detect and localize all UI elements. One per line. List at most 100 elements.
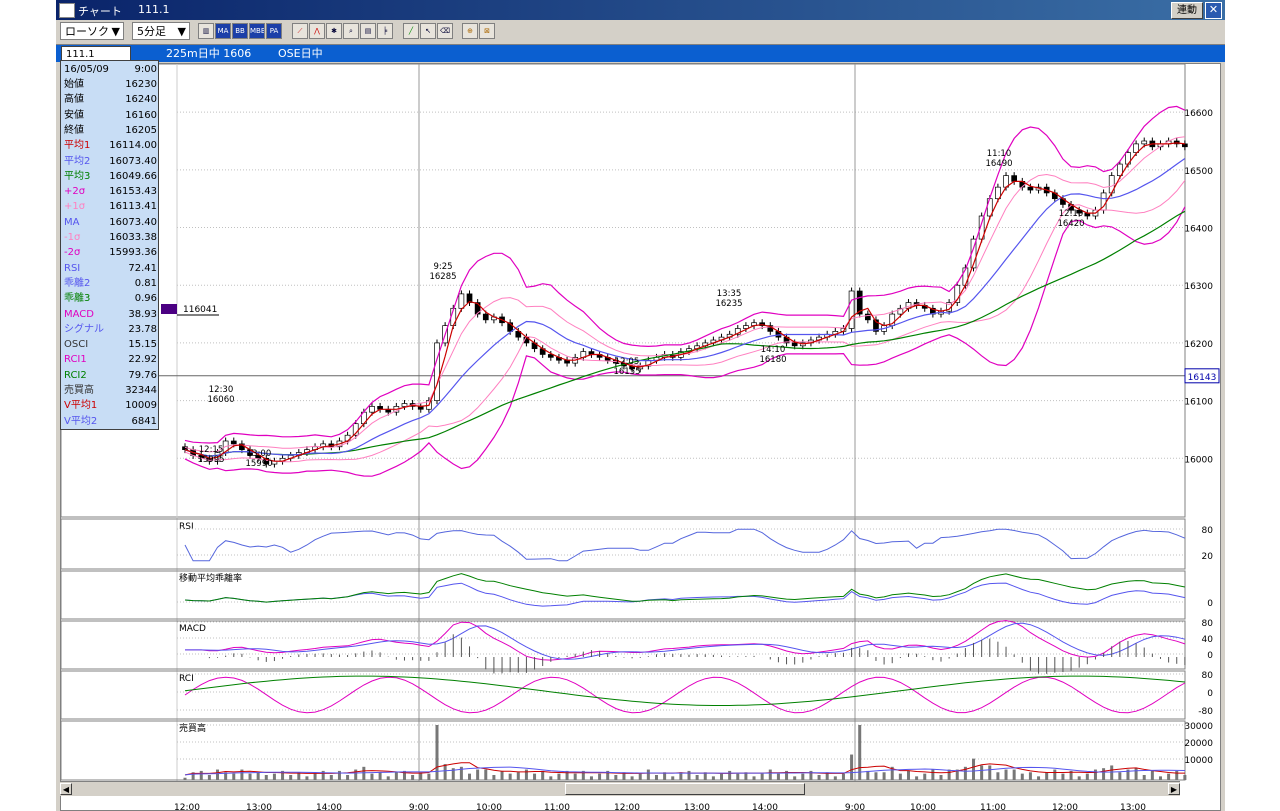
chart-type-select[interactable]: ローソク ▼ <box>60 22 124 40</box>
chart-area[interactable]: 16600 16500 16400 16300 16200 16100 16000 16143… <box>60 63 1221 811</box>
price-tick-label: 16500 <box>1184 167 1213 177</box>
volume-bar <box>573 773 577 780</box>
volume-bar <box>988 765 992 780</box>
rsi-line <box>184 528 1186 562</box>
zoom-icon[interactable]: ✱ <box>326 23 342 39</box>
info-value: 0.81 <box>134 277 157 289</box>
candle-body <box>482 313 489 321</box>
annotation-time: 12:10 <box>1059 209 1084 219</box>
candle-body <box>848 290 855 329</box>
close-icon[interactable]: ✕ <box>1205 2 1222 19</box>
x-axis-label: 12:00 <box>174 803 200 810</box>
fibo-icon[interactable]: ⋀ <box>309 23 325 39</box>
print-icon[interactable]: ▤ <box>360 23 376 39</box>
x-axis-label: 10:00 <box>476 803 502 810</box>
x-axis-label: 12:00 <box>614 803 640 810</box>
candle-body <box>897 307 904 315</box>
eraser-icon[interactable]: ⌫ <box>437 23 453 39</box>
draw-settings-icon[interactable]: ╞ <box>377 23 393 39</box>
info-value: 38.93 <box>128 308 157 320</box>
volume-bar <box>419 772 423 780</box>
info-value: 15.15 <box>128 339 157 351</box>
scroll-thumb[interactable] <box>565 783 805 795</box>
horizontal-scrollbar[interactable]: ◀ ▶ <box>60 781 1180 796</box>
indicator-panel-label: 移動平均乖離率 <box>179 572 242 584</box>
indicator-tick-label: 40 <box>1202 635 1214 645</box>
bb-icon[interactable]: BB <box>232 23 248 39</box>
chart-type-value: ローソク <box>65 25 109 38</box>
volume-bar <box>817 775 821 780</box>
candle-body <box>1116 163 1123 176</box>
annotation-time: 12:05 <box>615 357 640 367</box>
title-bar: チャート 111.1 連動 ✕ <box>56 0 1225 20</box>
volume-bar <box>614 775 618 780</box>
symbol-input[interactable]: 111.1 <box>61 46 131 61</box>
pa-icon[interactable]: PA <box>266 23 282 39</box>
scroll-left-icon[interactable]: ◀ <box>60 783 72 795</box>
pointer-icon[interactable]: ↖ <box>420 23 436 39</box>
draw-trend-icon[interactable]: ╱ <box>403 23 419 39</box>
clear-drawings-icon[interactable]: ⊠ <box>479 23 495 39</box>
volume-bar <box>524 769 528 780</box>
line-chart-icon[interactable]: ⟋ <box>292 23 308 39</box>
timeframe-select[interactable]: 5分足 ▼ <box>132 22 190 40</box>
volume-bar <box>687 770 691 780</box>
x-axis-label: 13:00 <box>684 803 710 810</box>
volume-bar <box>459 766 463 780</box>
annotation-price: 16155 <box>613 367 640 377</box>
volume-bar <box>1028 772 1032 780</box>
annotation-time: 11:10 <box>987 149 1012 159</box>
volume-bar <box>931 769 935 780</box>
info-value: 6841 <box>131 415 157 427</box>
volume-bar <box>313 773 317 780</box>
volume-bar <box>370 773 374 780</box>
info-key: 平均2 <box>64 155 91 167</box>
info-key: 乖離3 <box>64 293 91 305</box>
volume-bar <box>1069 770 1073 780</box>
indicator-tick-label: 80 <box>1202 526 1214 536</box>
marker-label: 116041 <box>183 305 217 315</box>
bb-lower2-line <box>184 206 1186 477</box>
info-key: 終値 <box>64 124 84 136</box>
info-key: MACD <box>64 308 94 320</box>
info-row: 安値 16160 <box>64 108 157 123</box>
indicator-panel-frame <box>61 720 1186 781</box>
volume-bar <box>785 770 789 780</box>
volume-bar <box>240 769 244 780</box>
volume-bar <box>711 776 715 780</box>
candle-body <box>474 302 481 315</box>
crosshair-icon[interactable]: ⊕ <box>462 23 478 39</box>
volume-bar <box>541 770 545 780</box>
volume-bar <box>1085 773 1089 780</box>
info-key: V平均1 <box>64 400 98 412</box>
info-key: シグナル <box>64 323 104 335</box>
volume-bar <box>760 773 764 780</box>
volume-bar <box>801 773 805 780</box>
info-key: RCI2 <box>64 369 87 381</box>
volume-bar <box>451 768 455 780</box>
ma-icon[interactable]: MA <box>215 23 231 39</box>
volume-bar <box>1045 772 1049 780</box>
deviation3-line <box>184 573 1185 603</box>
candle-body <box>1027 186 1034 191</box>
volume-bar <box>695 775 699 780</box>
search-icon[interactable]: ⌕ <box>343 23 359 39</box>
price-tick-label: 16300 <box>1184 282 1213 292</box>
x-axis-label: 12:00 <box>1052 803 1078 810</box>
volume-bar <box>272 773 276 780</box>
ma1-line <box>184 142 1185 462</box>
price-chart[interactable]: 16600 16500 16400 16300 16200 16100 16000 16143… <box>61 64 1220 810</box>
info-value: 32344 <box>125 385 157 396</box>
ma2-line <box>184 158 1186 457</box>
indicator-panel-frame <box>61 518 1186 570</box>
info-row: +2σ 16153.43 <box>64 184 157 199</box>
info-value: 72.41 <box>128 262 157 274</box>
linked-button[interactable]: 連動 <box>1171 2 1203 19</box>
period-icon[interactable]: ▥ <box>198 23 214 39</box>
volume-bar <box>549 776 553 780</box>
info-key: 平均3 <box>64 170 91 182</box>
mbb-icon[interactable]: MBB <box>249 23 265 39</box>
annotation-time: 12:15 <box>199 445 224 455</box>
info-key: 始値 <box>64 79 84 90</box>
scroll-right-icon[interactable]: ▶ <box>1168 783 1180 795</box>
